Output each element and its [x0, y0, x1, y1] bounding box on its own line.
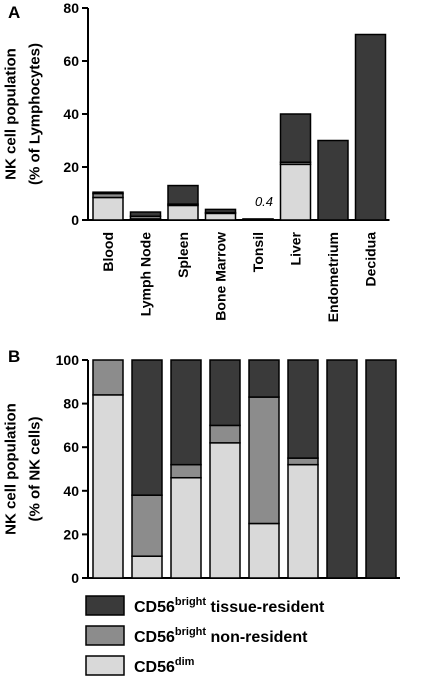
bar-segment-dim: [92, 394, 124, 579]
legend-swatch-tissue-resident: [85, 595, 125, 616]
legend-label-tissue-resident: CD56bright tissue-resident: [134, 596, 325, 616]
legend-label-superscript: bright: [175, 596, 206, 608]
bar-segment-tissue-resident: [92, 191, 124, 195]
bar-segment-tissue-resident: [131, 359, 163, 496]
x-tick-label: Bone Marrow: [213, 232, 229, 321]
bar-segment-tissue-resident: [170, 359, 202, 466]
bar-segment-dim: [167, 204, 199, 221]
bar-segment-non-resident: [131, 494, 163, 557]
bar-segment-non-resident: [209, 424, 241, 444]
bar-segment-dim: [204, 212, 237, 221]
bar-segment-dim: [170, 476, 202, 579]
panel-b-chart: B 0 20 40 60 80 100 NK cell population (% of NK …: [2, 347, 400, 586]
bar-segment-tissue-resident: [129, 211, 162, 218]
y-tick-label: 80: [63, 0, 79, 16]
y-tick-label: 20: [63, 159, 79, 175]
y-tick-label: 40: [63, 106, 79, 122]
legend-label-rest: non-resident: [206, 629, 308, 646]
bar-segment-dim: [131, 555, 163, 579]
bar-segment-tissue-resident: [317, 139, 349, 221]
bar-segment-tissue-resident: [287, 359, 319, 459]
panel-letter: A: [8, 3, 20, 22]
y-tick-label: 40: [63, 483, 79, 499]
y-tick-label: 20: [63, 526, 79, 542]
legend-swatch-non-resident: [85, 625, 125, 646]
bar-segment-non-resident: [92, 359, 124, 396]
legend-label-base: CD56: [134, 629, 175, 646]
legend-label-non-resident: CD56bright non-resident: [134, 626, 308, 646]
y-axis-title: (% of NK cells): [26, 416, 43, 521]
bar-segment-dim: [287, 463, 319, 579]
bar-segment-tissue-resident: [242, 218, 274, 221]
y-tick-label: 0: [71, 212, 79, 228]
y-axis-title: NK cell population: [2, 403, 19, 535]
panel-letter: B: [8, 347, 20, 366]
bar-segment-non-resident: [248, 396, 280, 525]
legend-label-dim: CD56dim: [134, 656, 195, 676]
y-tick-label: 0: [71, 570, 79, 586]
y-tick-label: 80: [63, 396, 79, 412]
bar-segment-dim: [209, 442, 241, 579]
y-tick-label: 100: [56, 352, 80, 368]
bar-segment-dim: [248, 522, 280, 579]
bar-segment-dim: [279, 163, 312, 221]
legend-label-superscript: bright: [175, 626, 206, 638]
x-tick-label: Tonsil: [250, 232, 266, 272]
bar-segment-tissue-resident: [365, 359, 397, 579]
x-tick-label: Liver: [288, 231, 304, 265]
bar-segment-dim: [92, 196, 124, 221]
y-tick-label: 60: [63, 53, 79, 69]
x-tick-label: Decidua: [363, 232, 379, 287]
y-tick-label: 60: [63, 439, 79, 455]
bar-segment-non-resident: [287, 457, 319, 466]
y-axis-title: (% of Lymphocytes): [26, 43, 43, 185]
bar-segment-tissue-resident: [326, 359, 358, 579]
legend-swatch-dim: [85, 655, 125, 676]
legend-label-rest: tissue-resident: [206, 599, 325, 616]
bar-segment-tissue-resident: [279, 113, 312, 163]
panel-a-chart: A 0 20 40 60 80 NK cell population (% of Lympho…: [2, 0, 390, 322]
bar-segment-non-resident: [170, 463, 202, 479]
legend-label-superscript: dim: [175, 656, 195, 668]
bar-segment-tissue-resident: [209, 359, 241, 427]
bar-segment-tissue-resident: [248, 359, 280, 398]
x-tick-label: Lymph Node: [138, 232, 154, 316]
legend-label-base: CD56: [134, 659, 175, 676]
bar-segment-tissue-resident: [204, 208, 237, 214]
bar-segment-tissue-resident: [167, 184, 199, 205]
legend-label-base: CD56: [134, 599, 175, 616]
bar-segment-tissue-resident: [354, 33, 387, 221]
data-label: 0.4: [255, 194, 273, 209]
y-axis-title: NK cell population: [2, 48, 19, 180]
x-tick-label: Blood: [100, 232, 116, 272]
x-tick-label: Spleen: [175, 232, 191, 278]
x-tick-label: Endometrium: [325, 232, 341, 322]
